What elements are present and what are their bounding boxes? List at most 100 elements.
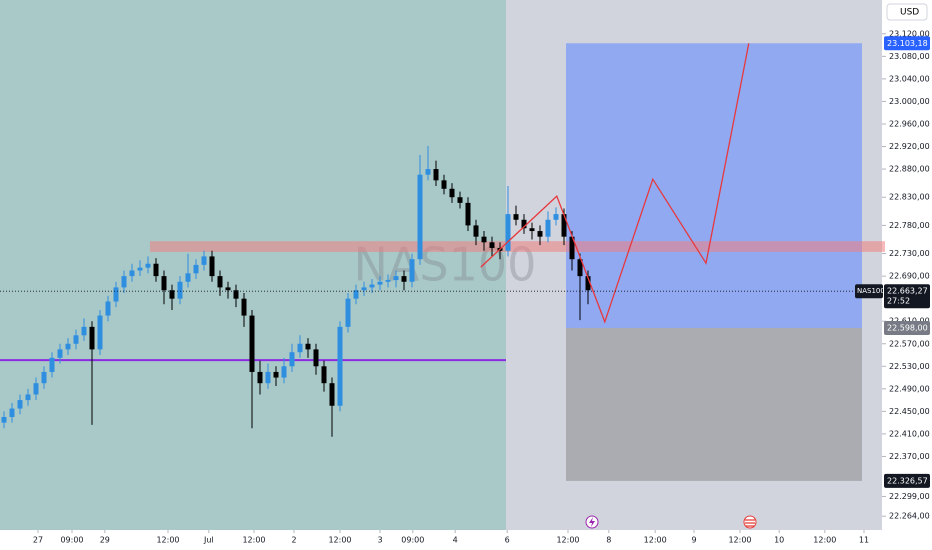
candle-body xyxy=(361,287,367,291)
y-tick-label: 22.450,00 xyxy=(889,407,930,416)
candle-body xyxy=(377,281,383,285)
candle-body xyxy=(553,214,559,220)
x-tick-label: 8 xyxy=(606,536,611,545)
y-tick-label: 22.299,00 xyxy=(889,492,930,501)
candle-body xyxy=(385,280,391,282)
entry-label: 22.598,00 xyxy=(887,323,928,332)
candle-body xyxy=(193,264,199,274)
candle-body xyxy=(321,366,327,384)
x-tick-label: 27 xyxy=(33,536,43,545)
candle-body xyxy=(225,287,231,291)
event-icons xyxy=(585,515,757,529)
x-tick-label: 11 xyxy=(859,536,869,545)
candle-body xyxy=(217,276,223,288)
x-tick-label: 9 xyxy=(691,536,696,545)
candle-body xyxy=(569,236,575,260)
candle-body xyxy=(505,214,511,251)
candle-body xyxy=(233,290,239,299)
y-tick-label: 22.730,00 xyxy=(889,249,930,258)
price-axis xyxy=(882,0,932,550)
candle-body xyxy=(585,276,591,291)
y-tick-label: 22.570,00 xyxy=(889,339,930,348)
candle-body xyxy=(545,219,551,237)
current-price-label: 22.663,27 xyxy=(887,287,928,296)
symbol-tag: NAS100 xyxy=(857,287,885,295)
y-tick-label: 22.880,00 xyxy=(889,165,930,174)
stop-box xyxy=(566,327,862,481)
y-tick-label: 22.490,00 xyxy=(889,384,930,393)
candle-body xyxy=(369,284,375,288)
candle-body xyxy=(177,281,183,299)
candle-body xyxy=(89,326,95,350)
x-tick-label: 12:00 xyxy=(328,536,351,545)
candle-body xyxy=(153,263,159,277)
x-tick-label: 09:00 xyxy=(60,536,83,545)
candle-body xyxy=(425,169,431,175)
resistance-zone xyxy=(150,241,885,252)
x-tick-label: 12:00 xyxy=(728,536,751,545)
y-tick-label: 22.960,00 xyxy=(889,119,930,128)
x-tick-label: 12:00 xyxy=(242,536,265,545)
x-tick-label: 10 xyxy=(774,536,784,545)
candle-body xyxy=(1,417,7,423)
x-tick-label: 12:00 xyxy=(644,536,667,545)
candle-body xyxy=(249,315,255,372)
candle-body xyxy=(473,225,479,237)
candle-body xyxy=(401,276,407,282)
symbol-tag-bg xyxy=(855,284,883,299)
target-label-bg xyxy=(884,36,930,51)
candle-body xyxy=(289,352,295,367)
time-axis xyxy=(0,530,882,550)
y-tick-label: 22.370,00 xyxy=(889,452,930,461)
candle-body xyxy=(17,400,23,409)
currency[interactable]: USD xyxy=(900,8,919,18)
candle-body xyxy=(537,231,543,237)
candle-body xyxy=(129,270,135,277)
candle-body xyxy=(33,383,39,395)
candle-body xyxy=(409,259,415,282)
candle-body xyxy=(145,263,151,268)
candle-body xyxy=(105,301,111,316)
y-tick-label: 22.690,00 xyxy=(889,272,930,281)
candle-body xyxy=(273,371,279,378)
candle-body xyxy=(9,408,15,418)
countdown: 27:52 xyxy=(887,297,910,306)
candle-body xyxy=(513,214,519,220)
x-tick-label: 4 xyxy=(453,536,458,545)
y-tick-label: 23.120,00 xyxy=(889,29,930,38)
currency-button[interactable] xyxy=(886,3,928,21)
candle-body xyxy=(57,349,63,358)
y-tick-label: 23.040,00 xyxy=(889,74,930,83)
candle-body xyxy=(433,169,439,181)
candle-body xyxy=(329,383,335,406)
candle-body xyxy=(281,366,287,378)
candle-body xyxy=(529,228,535,232)
candle-body xyxy=(481,236,487,243)
history-shading xyxy=(0,0,506,530)
candle-body xyxy=(121,276,127,288)
stop-label-bg xyxy=(884,473,930,488)
entry-label-bg xyxy=(884,320,930,335)
candle-body xyxy=(577,259,583,277)
y-tick-label: 22.920,00 xyxy=(889,142,930,151)
candle-body xyxy=(465,202,471,226)
y-tick-label: 22.264,00 xyxy=(889,512,930,521)
candle-body xyxy=(185,273,191,282)
target-box xyxy=(566,43,862,328)
x-tick-label: 12:00 xyxy=(813,536,836,545)
candle-body xyxy=(241,298,247,316)
stop-label: 22.326,57 xyxy=(887,476,928,485)
candle-body xyxy=(41,371,47,384)
y-tick-label: 22.410,00 xyxy=(889,429,930,438)
x-tick-label: 12:00 xyxy=(156,536,179,545)
y-tick-label: 23.080,00 xyxy=(889,52,930,61)
x-tick-label: Jul xyxy=(203,536,214,545)
candle-body xyxy=(169,290,175,299)
candle-body xyxy=(489,242,495,248)
candle-body xyxy=(73,335,79,344)
candle-body xyxy=(457,197,463,203)
candle-body xyxy=(345,298,351,327)
x-tick-label: 29 xyxy=(100,536,110,545)
candle-body xyxy=(137,267,143,271)
